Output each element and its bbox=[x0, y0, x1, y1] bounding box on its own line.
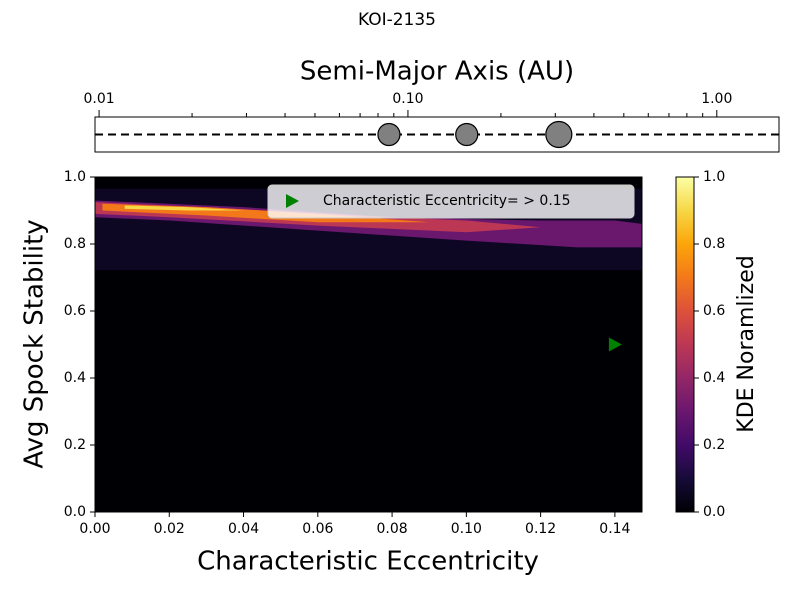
y-tick-label: 1.0 bbox=[64, 169, 86, 185]
x-tick-label: 0.04 bbox=[228, 521, 259, 537]
x-tick-label: 0.14 bbox=[599, 521, 630, 537]
colorbar-tick-label: 0.8 bbox=[703, 236, 725, 252]
planet bbox=[455, 122, 479, 147]
colorbar-tick-label: 1.0 bbox=[703, 169, 725, 185]
colorbar-tick-label: 0.2 bbox=[703, 437, 725, 453]
y-tick-label: 0.0 bbox=[64, 504, 86, 520]
x-tick-label: 0.08 bbox=[376, 521, 407, 537]
colorbar-tick-label: 0.4 bbox=[703, 370, 725, 386]
x-tick-label: 0.12 bbox=[525, 521, 556, 537]
x-tick-label: 0.06 bbox=[302, 521, 333, 537]
y-tick-label: 0.4 bbox=[64, 370, 86, 386]
x-tick-label: 0.10 bbox=[392, 91, 423, 107]
figure-title: KOI-2135 bbox=[358, 10, 436, 30]
x-tick-label: 0.01 bbox=[83, 91, 114, 107]
planet bbox=[377, 122, 401, 147]
colorbar-tick-label: 0.6 bbox=[703, 303, 725, 319]
contour-region bbox=[124, 205, 244, 211]
x-axis-label: Characteristic Eccentricity bbox=[197, 547, 539, 577]
x-tick-label: 0.00 bbox=[79, 521, 110, 537]
colorbar bbox=[675, 176, 695, 513]
legend-label: Characteristic Eccentricity= > 0.15 bbox=[323, 193, 571, 209]
axes-frame bbox=[94, 176, 643, 513]
x-tick-label: 0.10 bbox=[451, 521, 482, 537]
legend-box bbox=[267, 184, 635, 219]
top-axis-label: Semi-Major Axis (AU) bbox=[300, 57, 574, 87]
colorbar-label: KDE Noramlized bbox=[734, 255, 759, 432]
axes-frame bbox=[94, 116, 780, 153]
marker bbox=[608, 337, 622, 352]
x-tick-label: 1.00 bbox=[701, 91, 732, 107]
y-tick-label: 0.6 bbox=[64, 303, 86, 319]
legend: Characteristic Eccentricity= > 0.15 bbox=[267, 184, 635, 219]
planet bbox=[545, 120, 573, 149]
legend-marker bbox=[286, 194, 299, 208]
y-tick-label: 0.2 bbox=[64, 437, 86, 453]
colorbar-tick-label: 0.0 bbox=[703, 504, 725, 520]
y-tick-label: 0.8 bbox=[64, 236, 86, 252]
y-axis-label: Avg Spock Stability bbox=[20, 219, 50, 468]
x-tick-label: 0.02 bbox=[154, 521, 185, 537]
